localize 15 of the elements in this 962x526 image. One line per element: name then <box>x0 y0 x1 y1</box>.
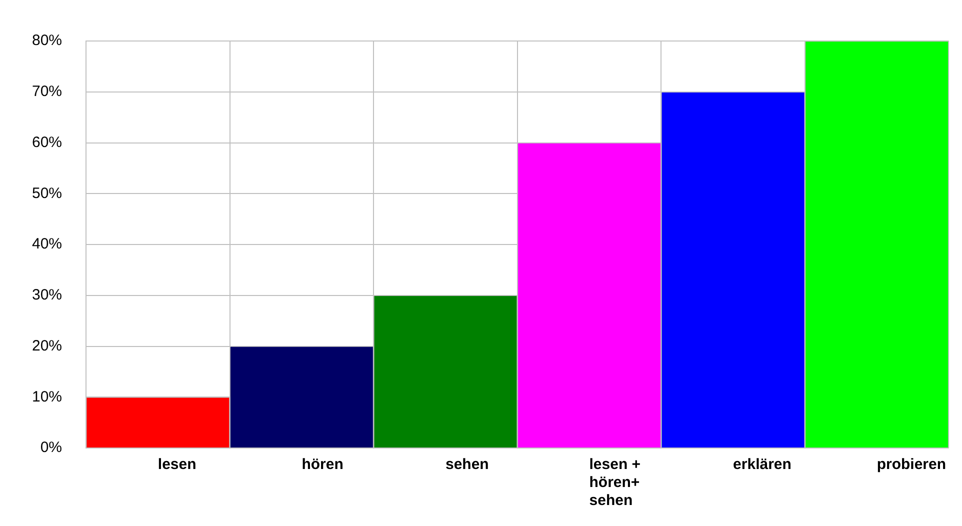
x-tick-label: erklären <box>733 456 792 474</box>
y-tick-label: 0% <box>40 439 62 456</box>
x-tick-label: lesen + hören+ sehen <box>589 456 641 510</box>
y-tick-label: 20% <box>32 337 62 354</box>
y-tick-label: 80% <box>32 32 62 50</box>
y-tick-label: 30% <box>32 286 62 304</box>
y-tick-label: 40% <box>32 236 62 253</box>
x-tick-label: probieren <box>876 456 946 474</box>
y-tick-label: 10% <box>32 388 62 406</box>
y-tick-label: 50% <box>32 184 62 202</box>
y-tick-label: 60% <box>32 134 62 151</box>
x-tick-label: hören <box>302 456 344 474</box>
x-tick-label: lesen <box>158 456 196 474</box>
y-tick-label: 70% <box>32 83 62 100</box>
x-tick-label: sehen <box>445 456 489 474</box>
